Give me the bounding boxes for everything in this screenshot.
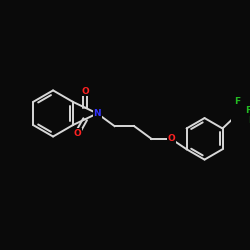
Text: F: F [248, 116, 250, 125]
Text: O: O [167, 134, 175, 143]
Text: O: O [73, 129, 81, 138]
Text: F: F [246, 106, 250, 114]
Text: O: O [81, 86, 89, 96]
Text: F: F [234, 97, 240, 106]
Text: N: N [94, 109, 101, 118]
